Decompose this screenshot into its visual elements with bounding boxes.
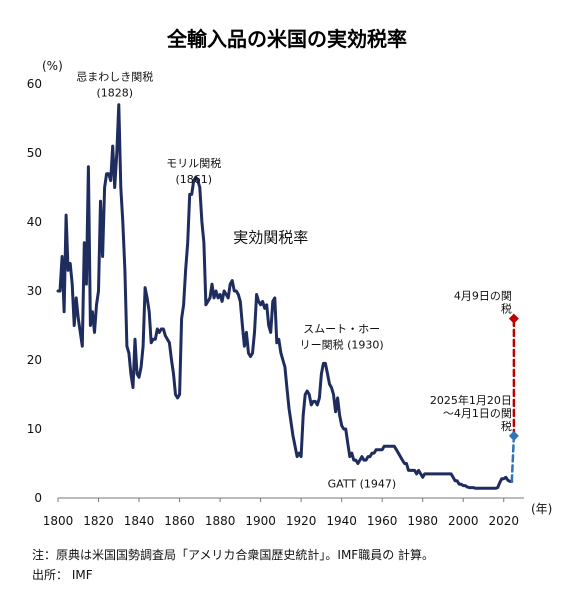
x-tick-label: 1920	[286, 514, 317, 528]
x-tick-label: 1860	[164, 514, 195, 528]
series-line	[510, 434, 516, 483]
x-tick-label: 1980	[407, 514, 438, 528]
marker-label: 4月9日の関税	[454, 290, 512, 316]
x-tick-label: 1940	[326, 514, 357, 528]
series-line	[56, 103, 514, 490]
plot-area: 2025年1月20日～4月1日の関税 4月9日の関税	[56, 103, 519, 490]
annotations: 忌まわしき関税(1828) モリル関税(1861) スムート・ホーリー関税 (193…	[76, 70, 396, 491]
x-tick-label: 1800	[43, 514, 74, 528]
y-tick-label: 40	[27, 215, 42, 229]
y-tick-label: 0	[34, 491, 42, 505]
y-axis-unit-label: (%)	[42, 59, 63, 73]
x-tick-label: 1820	[83, 514, 114, 528]
x-tick-label: 2020	[488, 514, 519, 528]
marker-label: 2025年1月20日～4月1日の関税	[430, 393, 512, 433]
annotation-label: GATT (1947)	[328, 478, 397, 491]
source-note: 出所： IMF	[32, 568, 93, 582]
chart-title: 全輸入品の米国の実効税率	[166, 27, 407, 51]
x-axis-unit-label: (年)	[531, 502, 552, 516]
annotation-label: 忌まわしき関税(1828)	[76, 70, 153, 100]
x-tick-label: 1880	[205, 514, 236, 528]
x-tick-label: 2000	[448, 514, 479, 528]
y-tick-label: 30	[27, 284, 42, 298]
y-axis-ticks: 0 10 20 30 40 50 60	[27, 77, 42, 505]
data-point-marker	[508, 313, 519, 324]
annotation-label: モリル関税(1861)	[166, 156, 221, 186]
annotation-label: 実効関税率	[233, 229, 308, 247]
x-tick-label: 1840	[124, 514, 155, 528]
footnote: 注：原典は米国国勢調査局「アメリカ合衆国歴史統計」。IMF職員の 計算。	[32, 548, 435, 562]
x-axis-ticks: 1800 1820 1840 1860 1880 1900 1920 1940 1960 1980…	[43, 498, 519, 528]
annotation-label: スムート・ホーリー関税 (1930)	[300, 322, 384, 351]
x-tick-label: 1960	[367, 514, 398, 528]
y-tick-label: 60	[27, 77, 42, 91]
data-point-marker	[508, 430, 519, 441]
y-tick-label: 10	[27, 422, 42, 436]
y-tick-label: 20	[27, 353, 42, 367]
y-tick-label: 50	[27, 146, 42, 160]
x-tick-label: 1900	[245, 514, 276, 528]
